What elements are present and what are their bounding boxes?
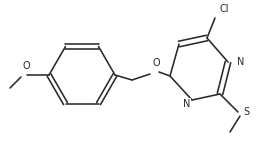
Text: Cl: Cl (220, 4, 229, 14)
Text: S: S (243, 107, 249, 117)
Text: N: N (183, 99, 190, 109)
Text: O: O (22, 61, 30, 71)
Text: O: O (152, 58, 160, 68)
Text: N: N (237, 57, 244, 67)
